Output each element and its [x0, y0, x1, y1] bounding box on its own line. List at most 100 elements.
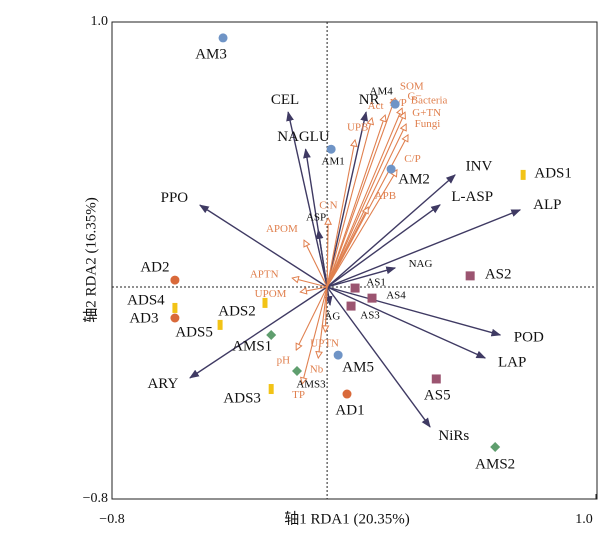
sample-label: AM1	[322, 156, 345, 168]
sample-label: ADS4	[127, 292, 165, 308]
loading-arrow	[315, 229, 328, 288]
sample-label: AMS1	[232, 338, 272, 354]
arrow-label: UPB	[347, 122, 368, 134]
arrow-label: ARY	[147, 376, 178, 392]
x-axis-label: 轴1 RDA1 (20.35%)	[284, 510, 409, 527]
sample-label: AD1	[335, 402, 364, 418]
sample-label: AS2	[485, 266, 512, 282]
arrow-label: Bacteria	[411, 95, 448, 107]
loading-arrow	[327, 218, 328, 288]
loading-arrow	[304, 240, 328, 288]
sample-point	[431, 374, 441, 384]
sample-label: AD3	[129, 310, 158, 326]
sample-point	[350, 283, 360, 293]
sample-label: AS5	[424, 387, 451, 403]
sample-point	[172, 302, 178, 313]
arrow-label: APTN	[250, 269, 279, 281]
arrow-label: Nb	[310, 363, 324, 375]
sample-label: AS3	[360, 310, 380, 322]
loading-arrow	[326, 266, 397, 288]
sample-point	[390, 99, 400, 109]
arrow-label: POD	[514, 330, 544, 346]
loading-arrow	[324, 286, 333, 306]
arrow-label: UPOM	[255, 288, 287, 300]
arrow-label: C:N	[319, 200, 337, 212]
arrow-label: pH	[277, 354, 291, 366]
sample-point	[218, 33, 228, 43]
arrow-label: NiRs	[438, 428, 469, 444]
loading-arrow	[326, 286, 431, 428]
sample-label: ADS2	[218, 303, 256, 319]
loading-arrow	[326, 207, 368, 288]
sample-point	[268, 384, 274, 395]
loading-arrow	[326, 204, 441, 288]
loading-arrow	[300, 286, 328, 292]
arrow-label: G−	[408, 91, 422, 103]
loading-arrow	[286, 111, 328, 288]
sample-label: AM3	[195, 46, 227, 62]
sample-point	[465, 271, 475, 281]
arrow-label: PPO	[161, 190, 189, 206]
arrow-label: ASP	[306, 212, 326, 224]
arrow-label: ÂG	[324, 310, 340, 322]
sample-label: AMS2	[475, 456, 515, 472]
sample-point	[170, 313, 180, 323]
arrow-label: NAG	[409, 258, 433, 270]
arrow-label: INV	[466, 158, 493, 174]
loading-arrow	[326, 111, 369, 288]
sample-point	[217, 319, 223, 330]
sample-point	[490, 442, 501, 453]
sample-point	[326, 144, 336, 154]
loading-arrow	[326, 209, 522, 288]
sample-point	[342, 389, 352, 399]
sample-point	[346, 301, 356, 311]
y-tick-label: 1.0	[91, 14, 109, 29]
sample-label: ADS3	[223, 390, 261, 406]
sample-label: AM4	[370, 86, 394, 98]
loading-arrow	[326, 98, 395, 288]
arrow-label: SOM	[400, 80, 424, 92]
loading-arrow	[302, 286, 328, 384]
arrow-label: CEL	[271, 92, 299, 108]
loading-arrow	[296, 286, 328, 350]
loading-arrow	[326, 174, 456, 288]
arrow-label: C/P	[404, 153, 421, 165]
sample-label: AMS3	[296, 379, 326, 391]
loading-arrow	[326, 124, 406, 288]
loading-arrow	[326, 115, 385, 288]
x-tick-label: −0.8	[99, 512, 124, 527]
loading-arrow	[189, 286, 328, 379]
sample-point	[266, 329, 277, 340]
arrow-label: G+TN	[412, 107, 441, 119]
sample-point	[262, 297, 268, 308]
x-tick-label: 1.0	[575, 512, 593, 527]
arrow-label: APOM	[266, 223, 298, 235]
loading-arrow	[325, 286, 327, 332]
sample-label: ADS1	[534, 165, 572, 181]
arrow-label: ALP	[533, 197, 561, 213]
sample-label: AS4	[386, 290, 406, 302]
loading-arrow	[326, 112, 405, 288]
loading-arrow	[292, 278, 328, 288]
sample-point	[386, 164, 396, 174]
sample-label: AD2	[140, 260, 169, 276]
sample-label: ADS5	[175, 324, 213, 340]
arrow-label: Act	[368, 100, 384, 112]
loading-arrow	[326, 140, 355, 288]
arrow-label: UPTN	[310, 338, 339, 350]
sample-label: AM2	[398, 172, 430, 188]
sample-point	[520, 169, 526, 180]
arrow-label: LAP	[498, 354, 526, 370]
loading-arrow	[318, 286, 328, 358]
arrow-label: NAGLU	[277, 129, 330, 145]
plot-frame	[111, 21, 598, 500]
loading-arrow	[326, 286, 487, 359]
y-axis-label: 轴2 RDA2 (16.35%)	[82, 197, 99, 322]
loading-arrow	[326, 118, 372, 288]
loading-arrow	[326, 108, 402, 288]
arrow-label: L-ASP	[451, 189, 493, 205]
arrow-label: TP	[292, 389, 305, 401]
arrow-label: APB	[375, 190, 396, 202]
sample-point	[367, 293, 377, 303]
